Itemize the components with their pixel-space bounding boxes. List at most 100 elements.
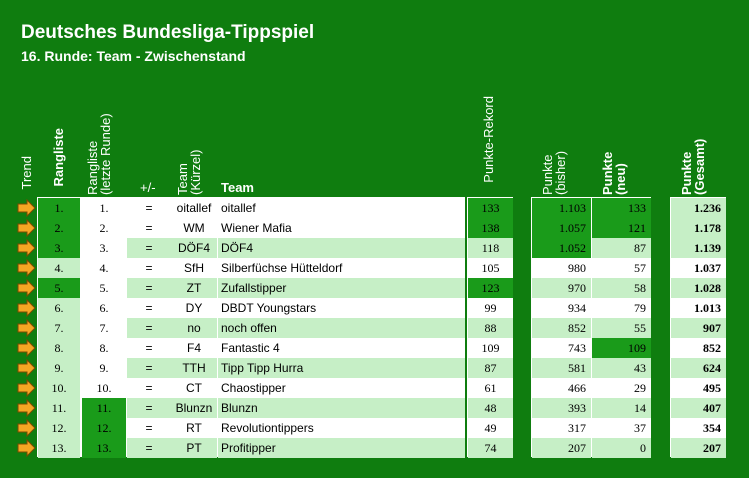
cell-rank: 13. xyxy=(38,438,80,458)
cell-short: Blunzn xyxy=(175,401,213,415)
header-team-kuerzel: Team (Kürzel) xyxy=(175,149,203,195)
cell-last-rank: 4. xyxy=(99,261,109,275)
header-team: Team xyxy=(221,180,254,195)
cell-plusminus: = xyxy=(145,341,153,355)
cell-last-rank: 11. xyxy=(82,398,126,418)
cell-rank: 8. xyxy=(38,338,80,358)
header-gesamt: Punkte (Gesamt) xyxy=(679,138,707,195)
cell-rekord: 49 xyxy=(484,421,497,435)
cell-rank: 11. xyxy=(38,398,80,418)
cell-plusminus: = xyxy=(145,241,153,255)
cell-team: Profitipper xyxy=(221,441,276,455)
cell-team: DBDT Youngstars xyxy=(221,301,317,315)
arrow-right-icon xyxy=(17,199,36,217)
row-shade xyxy=(127,438,217,458)
page-subtitle: 16. Runde: Team - Zwischenstand xyxy=(21,48,246,64)
cell-plusminus: = xyxy=(145,281,153,295)
cell-last-rank: 6. xyxy=(99,301,109,315)
cell-team: Zufallstipper xyxy=(221,281,287,295)
row-shade xyxy=(127,238,217,258)
row-shade xyxy=(218,238,465,258)
cell-plusminus: = xyxy=(145,401,153,415)
cell-rekord: 74 xyxy=(468,438,513,458)
arrow-right-icon xyxy=(17,419,36,437)
cell-rank: 6. xyxy=(38,298,80,318)
cell-gesamt: 495 xyxy=(703,381,721,395)
cell-team: noch offen xyxy=(221,321,277,335)
header-rangliste: Rangliste xyxy=(51,128,66,187)
row-shade xyxy=(218,358,465,378)
header-neu: Punkte (neu) xyxy=(600,151,628,195)
cell-bisher: 317 xyxy=(568,421,586,435)
cell-rekord: 61 xyxy=(484,381,497,395)
cell-last-rank: 1. xyxy=(99,201,109,215)
cell-short: DY xyxy=(185,301,203,315)
cell-bisher: 1.052 xyxy=(532,238,591,258)
row-shade xyxy=(127,358,217,378)
arrow-right-icon xyxy=(17,359,36,377)
cell-team: Fantastic 4 xyxy=(221,341,280,355)
cell-rank: 9. xyxy=(38,358,80,378)
cell-bisher: 393 xyxy=(532,398,591,418)
cell-rekord: 88 xyxy=(468,318,513,338)
cell-bisher: 980 xyxy=(568,261,586,275)
cell-short: DÖF4 xyxy=(177,241,210,255)
cell-team: Revolutiontippers xyxy=(221,421,314,435)
arrow-right-icon xyxy=(17,299,36,317)
cell-rank: 4. xyxy=(38,258,80,278)
row-shade xyxy=(127,278,217,298)
cell-bisher: 743 xyxy=(568,341,586,355)
row-shade xyxy=(218,438,465,458)
arrow-right-icon xyxy=(17,399,36,417)
cell-neu: 109 xyxy=(592,338,651,358)
cell-bisher: 852 xyxy=(532,318,591,338)
cell-gesamt: 1.139 xyxy=(671,238,726,258)
cell-team: Tipp Tipp Hurra xyxy=(221,361,304,375)
cell-short: SfH xyxy=(183,261,204,275)
cell-plusminus: = xyxy=(145,361,153,375)
arrow-right-icon xyxy=(17,439,36,457)
cell-gesamt: 207 xyxy=(671,438,726,458)
cell-neu: 121 xyxy=(592,218,651,238)
cell-rank: 1. xyxy=(38,198,80,218)
cell-neu: 43 xyxy=(592,358,651,378)
row-shade xyxy=(218,278,465,298)
cell-gesamt: 1.013 xyxy=(694,301,721,315)
cell-last-rank: 5. xyxy=(99,281,109,295)
cell-rekord: 138 xyxy=(468,218,513,238)
cell-last-rank: 2. xyxy=(99,221,109,235)
cell-neu: 37 xyxy=(634,421,646,435)
arrow-right-icon xyxy=(17,339,36,357)
cell-plusminus: = xyxy=(145,221,153,235)
cell-last-rank: 8. xyxy=(99,341,109,355)
cell-rekord: 123 xyxy=(468,278,513,298)
cell-plusminus: = xyxy=(145,321,153,335)
cell-gesamt: 354 xyxy=(703,421,721,435)
cell-bisher: 207 xyxy=(532,438,591,458)
page-title: Deutsches Bundesliga-Tippspiel xyxy=(21,22,315,43)
cell-rank: 12. xyxy=(38,418,80,438)
cell-short: WM xyxy=(183,221,205,235)
cell-plusminus: = xyxy=(145,441,153,455)
cell-short: RT xyxy=(186,421,202,435)
cell-last-rank: 10. xyxy=(96,381,112,395)
cell-rekord: 109 xyxy=(481,341,500,355)
cell-last-rank: 3. xyxy=(99,241,109,255)
cell-team: Wiener Mafia xyxy=(221,221,292,235)
cell-short: no xyxy=(187,321,201,335)
header-rekord: Punkte-Rekord xyxy=(481,96,496,183)
arrow-right-icon xyxy=(17,379,36,397)
cell-bisher: 1.103 xyxy=(532,198,591,218)
cell-rekord: 105 xyxy=(481,261,500,275)
cell-neu: 133 xyxy=(592,198,651,218)
cell-neu: 58 xyxy=(592,278,651,298)
cell-neu: 14 xyxy=(592,398,651,418)
cell-rekord: 48 xyxy=(468,398,513,418)
arrow-right-icon xyxy=(17,319,36,337)
cell-short: TTH xyxy=(182,361,206,375)
cell-rank: 7. xyxy=(38,318,80,338)
cell-team: oitallef xyxy=(221,201,256,215)
cell-plusminus: = xyxy=(145,261,153,275)
cell-rank: 2. xyxy=(38,218,80,238)
